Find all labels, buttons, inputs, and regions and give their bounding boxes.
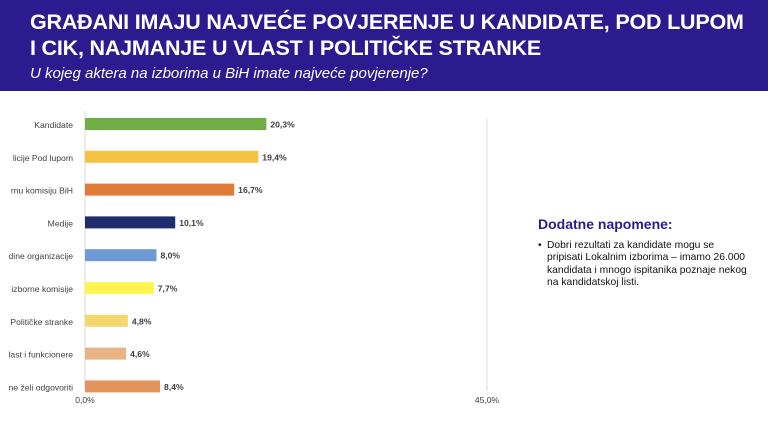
x-tick-label: 0,0% xyxy=(75,395,95,405)
notes-item: Dobri rezultati za kandidate mogu se pri… xyxy=(538,240,748,290)
bar xyxy=(85,282,154,294)
bar xyxy=(85,347,127,360)
bar xyxy=(85,118,267,130)
category-label: rnu komisiju BiH xyxy=(11,186,73,196)
data-label: 7,7% xyxy=(158,284,178,294)
notes-title: Dodatne napomene: xyxy=(538,216,673,232)
data-label: 8,4% xyxy=(164,382,184,392)
bar xyxy=(85,183,235,196)
page-subtitle: U kojeg aktera na izborima u BiH imate n… xyxy=(30,65,428,82)
category-label: licije Pod lupom xyxy=(13,153,73,163)
bar xyxy=(85,150,259,163)
category-label: last i funkcionere xyxy=(9,350,74,360)
data-label: 16,7% xyxy=(238,185,263,195)
data-label: 20,3% xyxy=(270,120,295,130)
data-label: 19,4% xyxy=(262,152,287,162)
page-title: GRAĐANI IMAJU NAJVEĆE POVJERENJE U KANDI… xyxy=(30,10,744,60)
bar-chart: Kandidate 20,3% licije Pod lupom 19,4% rnu k… xyxy=(9,111,500,405)
data-label: 8,0% xyxy=(160,251,180,261)
header-banner: GRAĐANI IMAJU NAJVEĆE POVJERENJE U KANDI… xyxy=(0,0,768,91)
bar xyxy=(85,216,176,229)
data-label: 10,1% xyxy=(179,218,204,228)
data-label: 4,8% xyxy=(132,316,152,326)
x-tick-label: 45,0% xyxy=(475,395,500,405)
bar xyxy=(85,380,161,393)
data-label: 4,6% xyxy=(130,349,150,359)
bar xyxy=(85,314,128,327)
category-label: Političke stranke xyxy=(10,317,73,327)
notes-panel: Dodatne napomene: Dobri rezultati za kan… xyxy=(538,216,748,290)
category-label: dine organizacije xyxy=(9,251,74,261)
notes-list: Dobri rezultati za kandidate mogu se pri… xyxy=(538,240,748,290)
bar xyxy=(85,249,157,262)
category-label: Kandidate xyxy=(34,120,73,130)
category-label: ne želi odgovoriti xyxy=(9,382,74,392)
category-label: izborne komisije xyxy=(11,284,73,294)
category-label: Medije xyxy=(48,218,74,228)
